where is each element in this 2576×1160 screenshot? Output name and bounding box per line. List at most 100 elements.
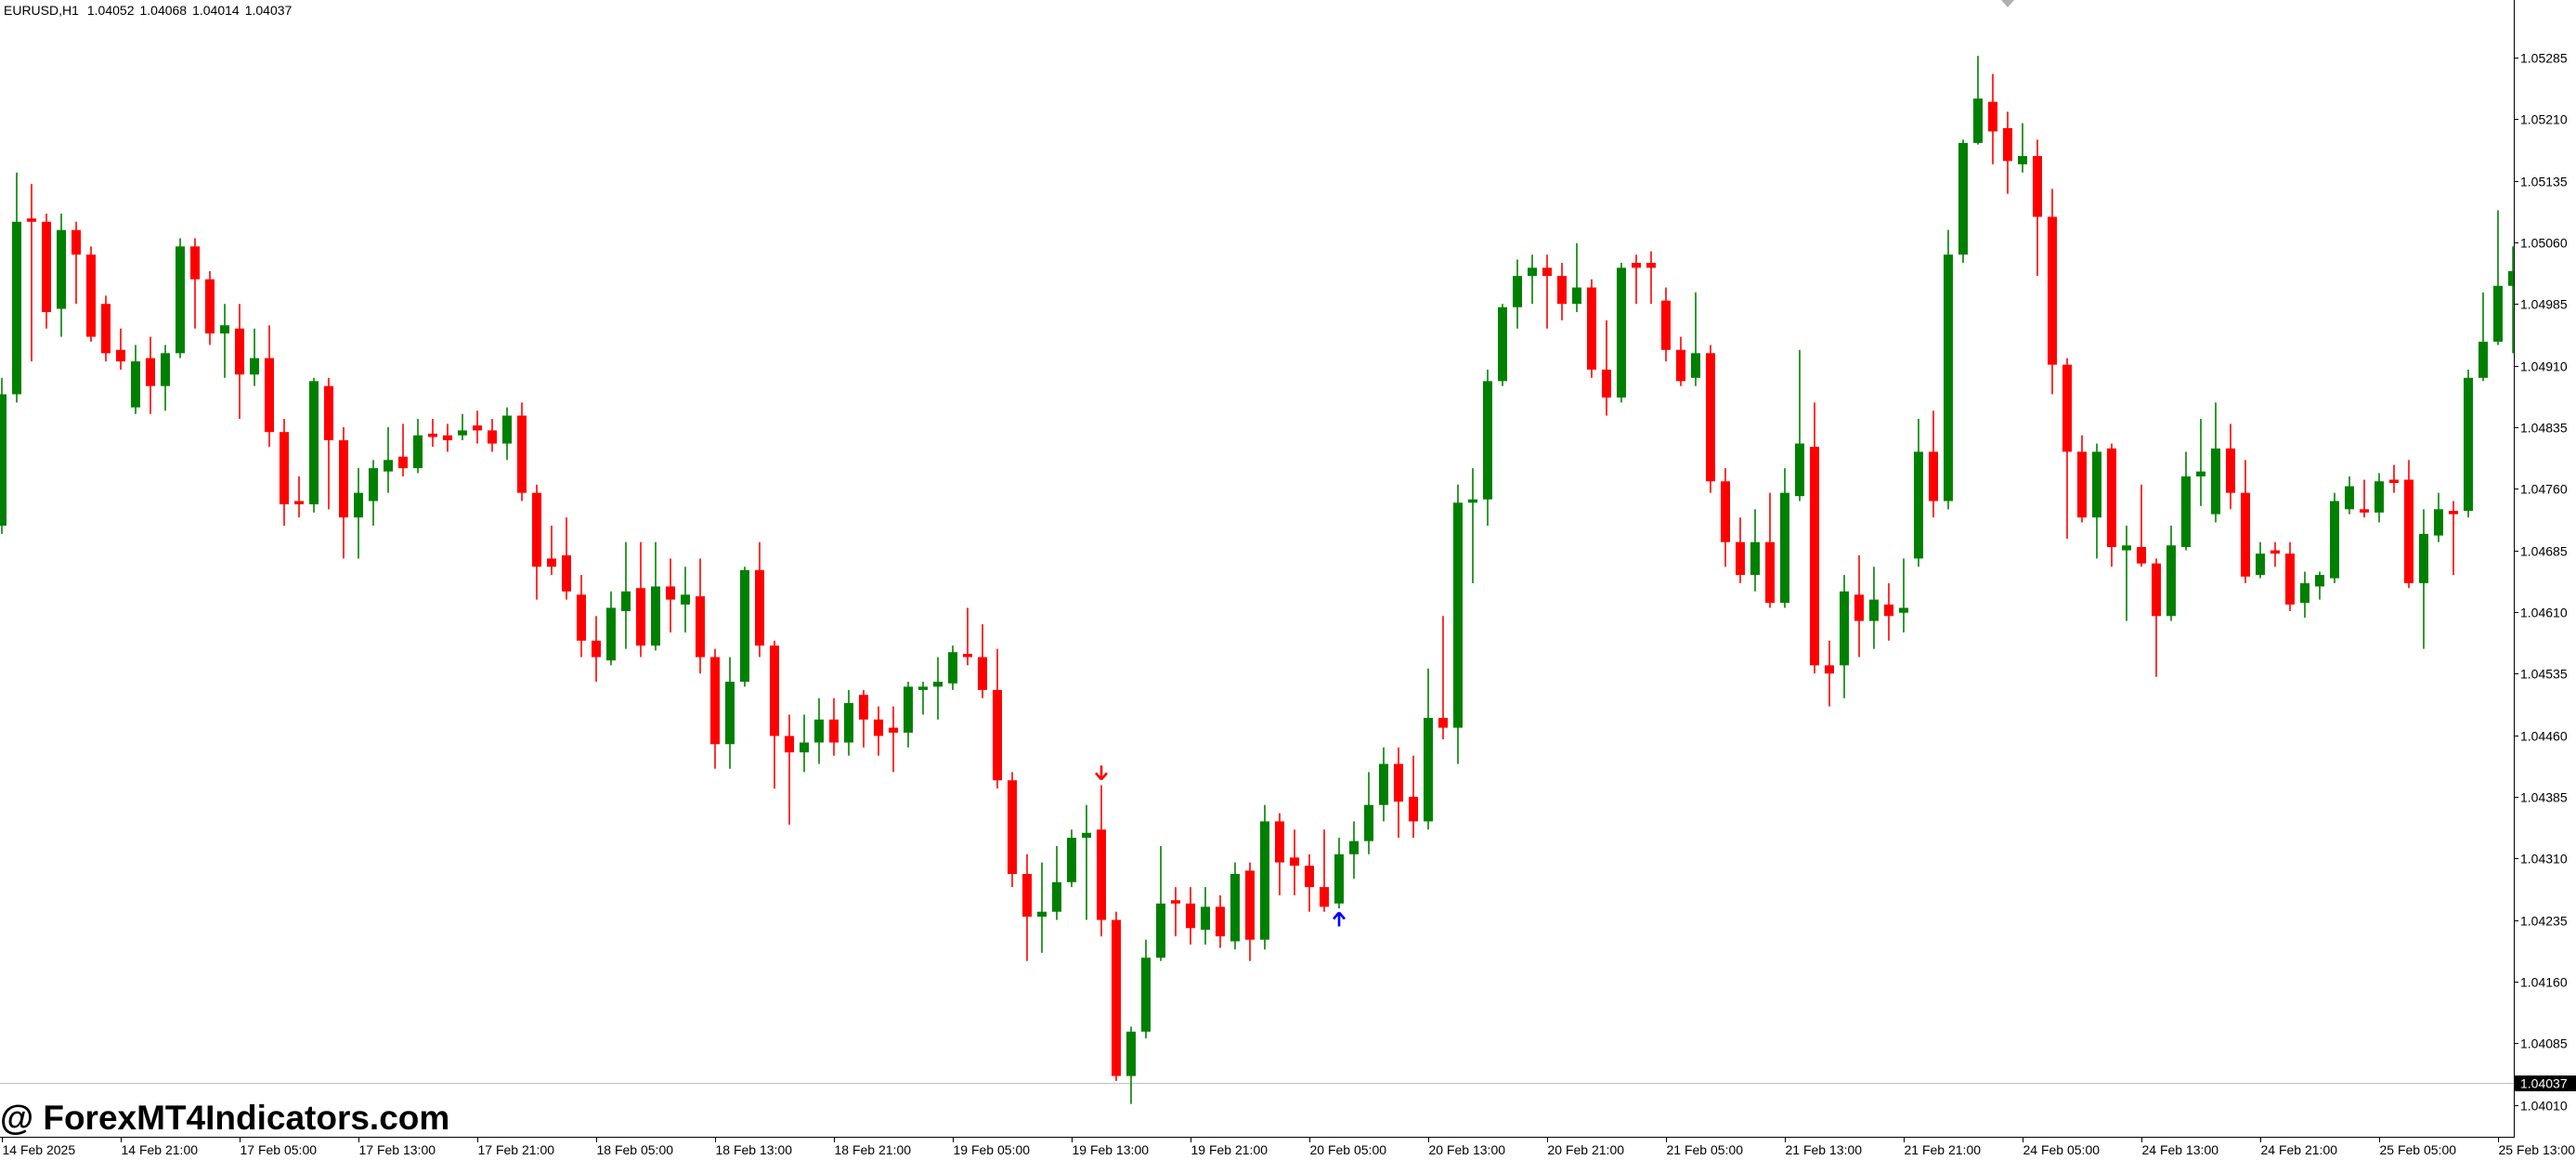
candle-body [339,440,348,518]
quote-close: 1.04037 [245,3,293,18]
candle-body [2374,481,2384,513]
candle-body [1676,349,1685,382]
candle-body [1840,591,1849,666]
signal-arrow [1333,911,1346,927]
y-tick-label: 1.04985 [2520,297,2568,312]
candle-body [1721,481,1730,542]
candle-body [2211,448,2220,515]
candle-body [889,727,898,733]
candle-body [1379,763,1388,805]
candle-body [2508,270,2514,286]
candle-body [1424,717,1433,822]
candle-body [651,586,660,646]
candle-body [592,640,601,658]
candle-body [1126,1031,1136,1076]
candle-body [859,695,868,720]
candle-body [1453,502,1463,728]
candle-body [800,742,809,753]
candle-body [2033,156,2042,217]
candle-body [1958,142,1968,255]
candle-body [72,229,81,255]
candle-body [1973,98,1983,143]
candle-body [993,689,1002,781]
candle-body [1884,604,1893,617]
candle-body [413,435,423,469]
shift-marker [2001,0,2014,7]
candle-body [1929,451,1938,502]
candle-body [309,381,319,505]
y-tick-label: 1.04535 [2520,667,2568,682]
candle-body [1186,903,1195,929]
candle-body [606,607,616,661]
candle-body [2404,479,2413,583]
symbol: EURUSD,H1 [4,3,79,18]
watermark: @ ForexMT4Indicators.com [0,1099,449,1137]
candle-body [1082,832,1091,839]
candle-body [1736,541,1745,576]
candle-body [2419,533,2428,583]
x-tick-label: 20 Feb 05:00 [1310,1142,1387,1157]
x-tick-label: 25 Feb 13:00 [2499,1142,2576,1157]
candle-body [458,430,467,436]
candle-body [562,554,571,592]
candle-body [1468,499,1477,503]
signal-arrow [1095,765,1108,781]
candle-body [2464,377,2473,512]
candle-body [27,218,36,222]
x-tick-label: 21 Feb 05:00 [1667,1142,1744,1157]
x-tick-label: 17 Feb 13:00 [359,1142,436,1157]
candle-body [443,435,452,441]
candle-body [1008,780,1017,874]
candle-body [1349,841,1359,854]
y-tick-label: 1.05285 [2520,51,2568,66]
plot-area [0,56,2514,1104]
y-tick-label: 1.04085 [2520,1036,2568,1051]
candle-body [0,394,7,527]
candle-body [131,361,140,408]
candle-body [2166,545,2176,617]
candle-body [1052,881,1061,912]
candle-body [1438,717,1448,728]
candle-body [948,652,957,684]
quote-high: 1.04068 [139,3,187,18]
quote-low: 1.04014 [192,3,240,18]
current-price-tag [2515,1075,2576,1091]
candle-body [2270,550,2280,554]
candle-body [190,246,200,280]
candle-body [2285,554,2295,605]
x-tick-label: 24 Feb 21:00 [2261,1142,2338,1157]
candle-body [1750,541,1760,576]
candle-body [116,349,125,362]
candle-body [1216,906,1225,937]
candle-body [502,415,512,444]
candle-body [2360,509,2369,513]
candle-body [1825,665,1834,674]
candle-body [829,719,839,743]
candle-body [250,358,259,375]
candle-body [1201,906,1210,931]
y-tick-label: 1.04160 [2520,975,2568,990]
x-tick-label: 20 Feb 13:00 [1429,1142,1506,1157]
candle-body [2196,471,2205,476]
candle-body [1795,443,1804,497]
candle-body [265,358,274,433]
y-tick-label: 1.04385 [2520,790,2568,805]
candle-body [2330,501,2339,579]
candle-body [577,594,586,641]
candle-body [1617,267,1626,398]
y-tick-label: 1.04310 [2520,852,2568,867]
candle-body [755,569,764,646]
candle-body [280,432,289,505]
candle-body [1661,300,1671,350]
candle-body [2241,492,2250,577]
candle-body [2003,127,2012,162]
y-tick-label: 1.04910 [2520,359,2568,374]
candle-body [1513,276,1522,307]
y-tick-label: 1.04460 [2520,729,2568,744]
candle-body [1869,599,1879,621]
candle-body [2077,451,2087,518]
candle-body [1230,873,1240,942]
candle-body [710,657,720,745]
candle-body [1528,267,1537,277]
